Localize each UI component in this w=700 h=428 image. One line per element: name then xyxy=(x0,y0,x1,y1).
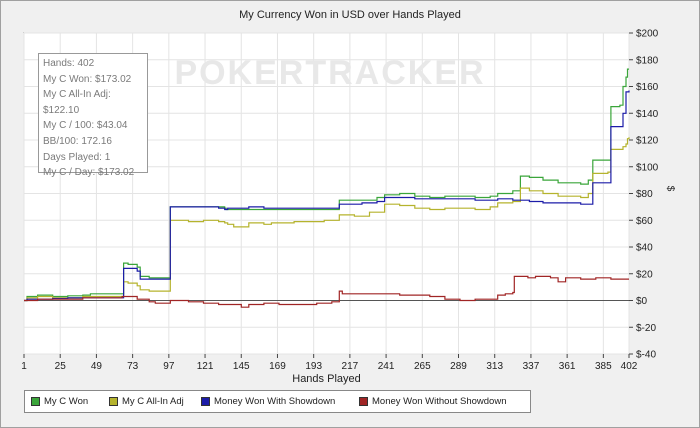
y-tick-label: $-20 xyxy=(636,323,656,334)
x-tick-label: 402 xyxy=(621,361,638,372)
y-tick-label: $40 xyxy=(636,243,653,254)
series-line-1 xyxy=(24,137,630,302)
x-tick-label: 361 xyxy=(559,361,576,372)
x-tick-label: 169 xyxy=(269,361,286,372)
y-tick-label: $20 xyxy=(636,269,653,280)
x-tick-label: 217 xyxy=(342,361,359,372)
y-tick-label: $-40 xyxy=(636,350,656,361)
stat-per-100: My C / 100: $43.04 xyxy=(43,120,128,132)
y-tick-label: $0 xyxy=(636,296,648,307)
legend-label: My C All-In Adj xyxy=(122,396,184,407)
y-tick-label: $160 xyxy=(636,82,659,93)
y-tick-label: $180 xyxy=(636,55,659,66)
stat-per-day: My C / Day: $173.02 xyxy=(43,167,135,179)
x-tick-label: 289 xyxy=(450,361,467,372)
y-tick-label: $60 xyxy=(636,216,653,227)
series-line-3 xyxy=(24,275,629,308)
y-tick-label: $100 xyxy=(636,162,659,173)
y-axis-label: $ xyxy=(664,185,676,192)
stats-box: Hands: 402 My C Won: $173.02 My C All-In… xyxy=(38,53,148,178)
x-axis-label: Hands Played xyxy=(292,373,361,385)
y-tick-label: $80 xyxy=(636,189,653,200)
legend-item-all-in-adj[interactable]: My C All-In Adj xyxy=(109,396,184,407)
legend-item-with-showdown[interactable]: Money Won With Showdown xyxy=(201,396,335,407)
x-tick-label: 193 xyxy=(305,361,322,372)
legend-swatch xyxy=(359,397,368,406)
x-tick-label: 265 xyxy=(414,361,431,372)
y-tick-label: $200 xyxy=(636,29,659,40)
legend-swatch xyxy=(201,397,210,406)
x-tick-label: 1 xyxy=(21,361,27,372)
x-tick-label: 313 xyxy=(486,361,503,372)
x-tick-label: 337 xyxy=(523,361,540,372)
legend-label: Money Won Without Showdown xyxy=(372,396,507,407)
legend-swatch xyxy=(109,397,118,406)
legend: My C Won My C All-In Adj Money Won With … xyxy=(24,390,531,413)
x-tick-label: 145 xyxy=(233,361,250,372)
y-tick-label: $140 xyxy=(636,109,659,120)
series-line-2 xyxy=(24,90,630,302)
x-tick-label: 241 xyxy=(378,361,395,372)
y-tick-label: $120 xyxy=(636,136,659,147)
x-tick-label: 97 xyxy=(163,361,175,372)
legend-item-my-c-won[interactable]: My C Won xyxy=(31,396,88,407)
stat-my-c-won: My C Won: $173.02 xyxy=(43,73,132,85)
chart-title: My Currency Won in USD over Hands Played xyxy=(239,9,461,21)
x-tick-label: 73 xyxy=(127,361,139,372)
legend-item-without-showdown[interactable]: Money Won Without Showdown xyxy=(359,396,506,407)
watermark: POKERTRACKER xyxy=(174,54,485,92)
legend-label: My C Won xyxy=(44,396,89,407)
x-tick-label: 49 xyxy=(91,361,103,372)
legend-swatch xyxy=(31,397,40,406)
x-tick-label: 25 xyxy=(55,361,67,372)
series-line-0 xyxy=(24,68,629,302)
stat-bb-100: BB/100: 172.16 xyxy=(43,135,112,147)
stat-all-in-adj: My C All-In Adj: $122.10 xyxy=(43,89,111,116)
stat-days-played: Days Played: 1 xyxy=(43,151,111,163)
stat-hands: Hands: 402 xyxy=(43,58,95,69)
x-tick-label: 385 xyxy=(595,361,612,372)
x-tick-label: 121 xyxy=(197,361,214,372)
legend-label: Money Won With Showdown xyxy=(214,396,336,407)
